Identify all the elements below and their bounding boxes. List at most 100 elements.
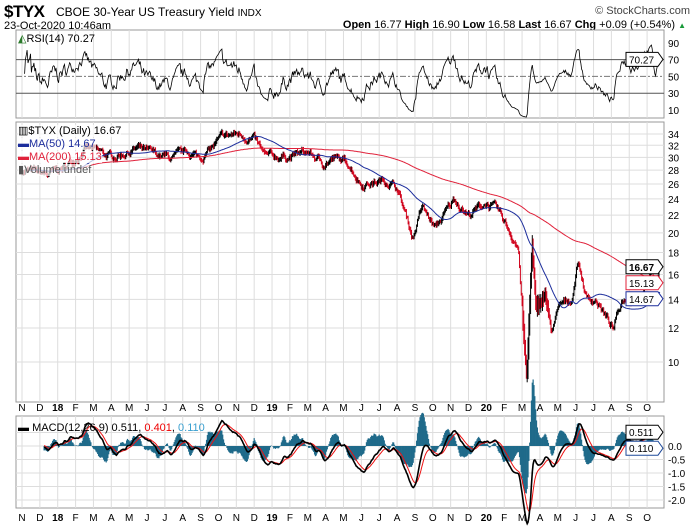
price-legend-text: $TYX (Daily) 16.67: [28, 125, 122, 137]
x-tick-label: F: [287, 403, 293, 414]
volume-legend-text: Volume undef: [24, 164, 92, 176]
x-tick-label: J: [359, 403, 364, 414]
x-tick-label: A: [608, 403, 615, 414]
x-tick-label: A: [394, 403, 401, 414]
x-tick-label: J: [573, 513, 578, 524]
macd-value: 0.511: [111, 422, 139, 434]
rsi-icon: ◭: [18, 33, 27, 45]
x-tick-label: J: [162, 403, 167, 414]
x-tick-label: A: [394, 513, 401, 524]
x-tick-label: M: [125, 513, 133, 524]
x-tick-label: F: [73, 403, 79, 414]
y-tick-label: 18: [668, 248, 680, 259]
x-tick-label: J: [162, 513, 167, 524]
x-tick-label: O: [643, 513, 651, 524]
x-tick-label: M: [554, 513, 562, 524]
x-tick-label: S: [626, 513, 633, 524]
x-tick-label: M: [518, 403, 526, 414]
price-last-label-box: [625, 259, 664, 275]
x-tick-label: 20: [481, 513, 493, 524]
ma50-last-label: 14.67: [629, 295, 654, 306]
x-tick-label: D: [465, 403, 472, 414]
low-label: Low: [462, 19, 485, 31]
macd-last-label-box: [625, 424, 664, 440]
x-tick-label: M: [304, 403, 312, 414]
high-label: High: [404, 19, 430, 31]
x-tick-label: A: [322, 403, 329, 414]
x-tick-label: N: [233, 513, 240, 524]
x-tick-label: 19: [266, 513, 278, 524]
x-tick-label: 19: [266, 403, 278, 414]
x-tick-label: M: [554, 403, 562, 414]
high-value: 16.90: [432, 19, 460, 31]
x-tick-label: J: [377, 403, 382, 414]
last-value: 16.67: [544, 19, 572, 31]
macd-tick-label: 0.0: [668, 442, 682, 453]
x-tick-label: D: [465, 513, 472, 524]
x-tick-label: 20: [481, 403, 493, 414]
symbol: $TYX: [4, 2, 45, 21]
rsi-last-label-box: [625, 51, 664, 67]
x-tick-label: A: [108, 403, 115, 414]
ma200-last-label: 15.13: [629, 279, 654, 290]
rsi-legend-text: RSI(14) 70.27: [26, 33, 95, 45]
x-tick-label: O: [429, 403, 437, 414]
hist-last-label: 0.110: [629, 444, 654, 455]
rsi-line: [24, 44, 660, 118]
price-last-label: 16.67: [629, 263, 654, 274]
x-tick-label: M: [89, 403, 97, 414]
candle-icon: ▥: [18, 125, 29, 137]
ma200-last-label-box: [625, 275, 664, 291]
line-icon: ▬: [18, 422, 29, 434]
x-tick-label: O: [643, 403, 651, 414]
y-tick-label: 30: [668, 153, 680, 164]
x-tick-label: N: [18, 403, 25, 414]
y-tick-label: 12: [668, 324, 680, 335]
volume-icon: ▮: [18, 164, 25, 176]
x-tick-label: F: [501, 513, 507, 524]
x-tick-label: A: [537, 403, 544, 414]
rsi-legend: ◭RSI(14) 70.27: [18, 33, 95, 45]
volume-legend: ▮Volume undef: [18, 164, 92, 176]
rsi-last-label: 70.27: [629, 55, 654, 66]
rsi-tick-label: 50: [668, 72, 680, 83]
x-tick-label: A: [179, 513, 186, 524]
x-tick-label: S: [197, 403, 204, 414]
x-tick-label: A: [537, 513, 544, 524]
macd-last-label: 0.511: [629, 428, 654, 439]
x-tick-label: O: [215, 513, 223, 524]
chg-label: Chg: [574, 19, 597, 31]
triangle-up-icon: ▲: [678, 21, 686, 30]
macd-panel-border: [15, 415, 665, 509]
ma50-last-label-box: [625, 291, 664, 307]
x-tick-label: M: [304, 513, 312, 524]
x-tick-label: S: [412, 403, 419, 414]
x-tick-label: O: [429, 513, 437, 524]
x-tick-label: N: [233, 403, 240, 414]
hist-last-label-box: [625, 440, 664, 456]
y-tick-label: 28: [668, 166, 680, 177]
x-tick-label: N: [18, 513, 25, 524]
ma200-line: [72, 147, 661, 285]
ma50-legend: ▬MA(50) 14.67: [18, 138, 96, 150]
name-text: CBOE 30-Year US Treasury Yield: [56, 5, 235, 19]
macd-tick-label: -1.0: [668, 469, 686, 480]
exchange: INDX: [237, 8, 262, 19]
x-tick-label: A: [179, 403, 186, 414]
macd-tick-label: -2.0: [668, 496, 686, 507]
copyright[interactable]: © StockCharts.com: [595, 5, 690, 17]
y-tick-label: 10: [668, 358, 680, 369]
x-tick-label: 18: [52, 513, 64, 524]
macd-legend-name: MACD(12,26,9): [32, 422, 109, 434]
signal-line: [43, 423, 661, 512]
quote-bar: Open 16.77 High 16.90 Low 16.58 Last 16.…: [343, 19, 686, 31]
y-tick-label: 34: [668, 130, 680, 141]
open-label: Open: [342, 19, 372, 31]
price-legend-1: ▥$TYX (Daily) 16.67: [18, 125, 122, 137]
x-tick-label: D: [36, 513, 43, 524]
x-tick-label: A: [108, 513, 115, 524]
instrument-name: CBOE 30-Year US Treasury Yield INDX: [56, 5, 262, 19]
macd-tick-label: -0.5: [668, 456, 686, 467]
